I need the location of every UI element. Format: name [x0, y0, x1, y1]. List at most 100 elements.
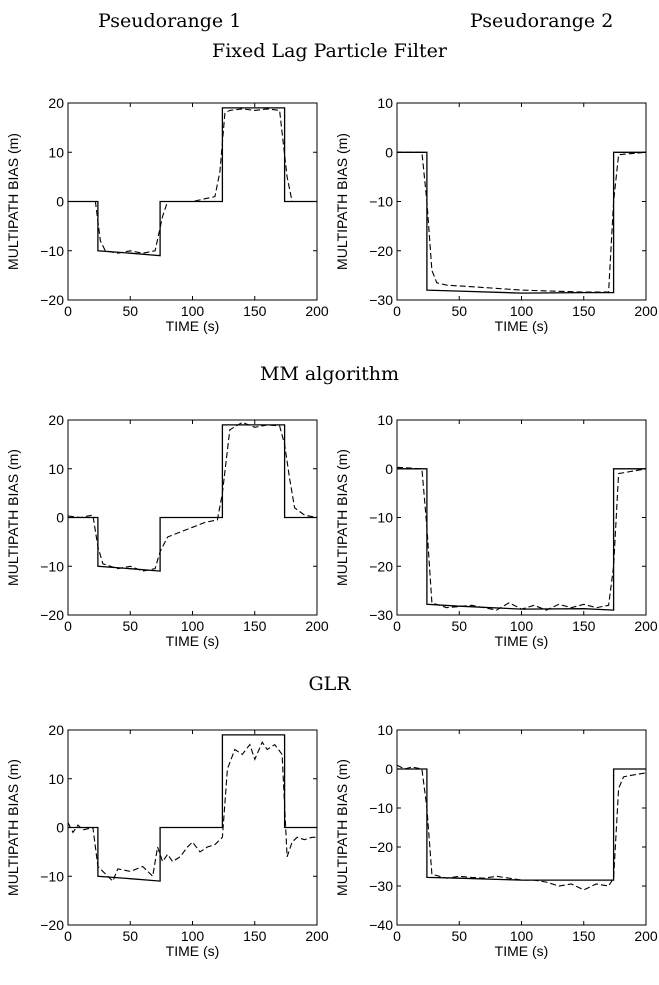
x-tick-label: 150	[572, 303, 596, 319]
y-tick-label: −20	[369, 243, 393, 259]
x-tick-label: 0	[64, 303, 72, 319]
y-tick-label: 20	[48, 412, 64, 428]
x-axis-label: TIME (s)	[166, 633, 220, 649]
x-tick-label: 150	[572, 618, 596, 634]
chart-panel-6: 0 50 100 150 200 −40 −30 −20 −10 0 10 TIME (s) MULTI…	[334, 722, 658, 959]
column-title-pseudorange-1: Pseudorange 1	[98, 10, 242, 32]
y-tick-label: 10	[48, 461, 64, 477]
x-tick-label: 0	[64, 928, 72, 944]
chart-panel-2: 0 50 100 150 200 −30 −20 −10 0 10 TIME (s) MULTIPAT…	[334, 95, 658, 334]
y-axis-label: MULTIPATH BIAS (m)	[5, 133, 21, 270]
y-tick-label: −10	[369, 510, 393, 526]
y-tick-label: −40	[369, 917, 393, 933]
y-tick-label: 10	[377, 95, 393, 111]
x-axis-label: TIME (s)	[495, 943, 549, 959]
series-line-solid	[397, 151, 646, 294]
y-tick-label: 10	[48, 144, 64, 160]
series-line-solid	[68, 107, 317, 257]
y-tick-label: 20	[48, 722, 64, 738]
x-tick-label: 200	[634, 303, 658, 319]
x-tick-label: 100	[510, 928, 534, 944]
y-axis-label: MULTIPATH BIAS (m)	[5, 759, 21, 896]
y-tick-label: −30	[369, 292, 393, 308]
x-tick-label: 150	[243, 303, 267, 319]
y-tick-label: 10	[377, 412, 393, 428]
x-tick-label: 100	[181, 618, 205, 634]
group-title-glr: GLR	[308, 673, 351, 695]
y-tick-label: −20	[369, 839, 393, 855]
group-title-mm: MM algorithm	[259, 363, 399, 385]
plot-frame	[396, 729, 647, 926]
series-line-dashed	[68, 108, 317, 254]
x-tick-label: 100	[510, 303, 534, 319]
y-axis-label: MULTIPATH BIAS (m)	[334, 449, 350, 586]
y-tick-label: −20	[40, 917, 64, 933]
y-tick-label: −10	[40, 243, 64, 259]
x-tick-label: 100	[181, 303, 205, 319]
series-line-dashed	[67, 421, 318, 572]
x-tick-label: 100	[510, 618, 534, 634]
x-tick-label: 0	[64, 618, 72, 634]
y-tick-label: 0	[385, 144, 393, 160]
x-tick-label: 150	[572, 928, 596, 944]
x-tick-label: 0	[393, 928, 401, 944]
x-tick-label: 50	[122, 303, 138, 319]
series-line-solid	[68, 424, 317, 572]
y-tick-label: 0	[56, 510, 64, 526]
x-tick-label: 200	[634, 928, 658, 944]
x-tick-label: 0	[393, 618, 401, 634]
series-line-dashed	[67, 741, 317, 883]
series-line-dashed	[397, 151, 647, 293]
x-tick-label: 200	[305, 618, 329, 634]
x-tick-label: 200	[305, 928, 329, 944]
y-tick-label: −10	[369, 194, 393, 210]
series-line-dashed	[396, 466, 647, 611]
y-tick-label: 0	[385, 461, 393, 477]
x-axis-label: TIME (s)	[495, 318, 549, 334]
x-tick-label: 100	[181, 928, 205, 944]
y-tick-label: 0	[56, 820, 64, 836]
y-tick-label: −30	[369, 878, 393, 894]
x-axis-label: TIME (s)	[166, 943, 220, 959]
series-line-solid	[397, 468, 646, 611]
x-axis-label: TIME (s)	[166, 318, 220, 334]
x-tick-label: 150	[243, 618, 267, 634]
y-tick-label: 0	[385, 761, 393, 777]
x-tick-label: 150	[243, 928, 267, 944]
y-tick-label: −10	[40, 868, 64, 884]
x-tick-label: 200	[305, 303, 329, 319]
y-tick-label: −20	[40, 607, 64, 623]
chart-panel-1: 0 50 100 150 200 −20 −10 0 10 20 TIME (s) MULTIPATH…	[5, 95, 329, 334]
chart-panel-5: 0 50 100 150 200 −20 −10 0 10 20 TIME (s) MULTIPATH…	[5, 722, 329, 959]
y-axis-label: MULTIPATH BIAS (m)	[334, 133, 350, 270]
y-tick-label: 20	[48, 95, 64, 111]
y-tick-label: −20	[40, 292, 64, 308]
y-axis-label: MULTIPATH BIAS (m)	[334, 759, 350, 896]
y-tick-label: −10	[369, 800, 393, 816]
x-axis-label: TIME (s)	[495, 633, 549, 649]
plot-frame	[396, 419, 647, 616]
plot-frame	[396, 102, 647, 301]
x-tick-label: 50	[451, 618, 467, 634]
x-tick-label: 50	[122, 928, 138, 944]
y-tick-label: 10	[377, 722, 393, 738]
column-title-pseudorange-2: Pseudorange 2	[470, 10, 614, 32]
x-tick-label: 0	[393, 303, 401, 319]
y-axis-label: MULTIPATH BIAS (m)	[5, 449, 21, 586]
x-tick-label: 50	[451, 928, 467, 944]
series-line-solid	[397, 768, 646, 881]
chart-panel-3: 0 50 100 150 200 −20 −10 0 10 20 TIME (s) MULTIPATH…	[5, 412, 329, 649]
group-title-fixed-lag: Fixed Lag Particle Filter	[212, 40, 447, 62]
series-line-dashed	[396, 764, 647, 891]
y-tick-label: 10	[48, 771, 64, 787]
x-tick-label: 50	[451, 303, 467, 319]
y-tick-label: −20	[369, 558, 393, 574]
series-line-solid	[68, 734, 317, 882]
y-tick-label: 0	[56, 194, 64, 210]
chart-panel-4: 0 50 100 150 200 −30 −20 −10 0 10 TIME (s) MULTIPAT…	[334, 412, 658, 649]
y-tick-label: −30	[369, 607, 393, 623]
x-tick-label: 50	[122, 618, 138, 634]
y-tick-label: −10	[40, 558, 64, 574]
x-tick-label: 200	[634, 618, 658, 634]
